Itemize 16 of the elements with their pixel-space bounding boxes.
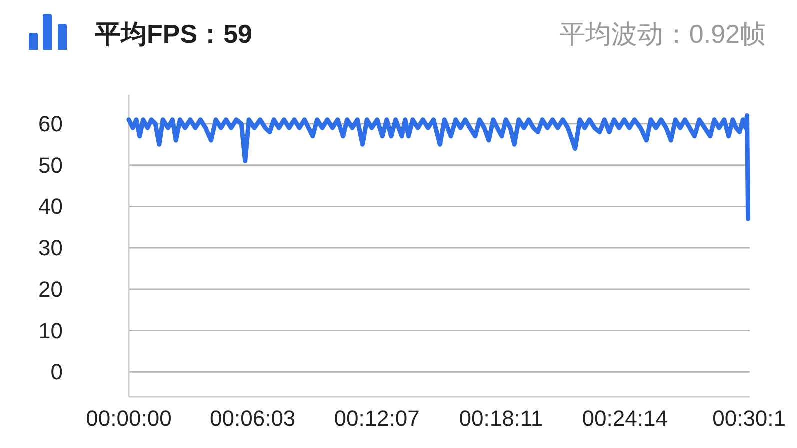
line-series — [126, 113, 751, 222]
y-tick-label: 60 — [38, 111, 63, 136]
x-tick-label: 00:30:1 — [712, 406, 786, 431]
x-tick-label: 00:18:11 — [459, 406, 544, 431]
y-tick-label: 10 — [38, 318, 63, 344]
chart-subtitle: 平均波动：0.92帧 — [559, 19, 766, 49]
x-tick-label: 00:24:14 — [582, 406, 668, 431]
x-tick-label: 00:06:03 — [210, 406, 296, 431]
y-tick-label: 20 — [38, 276, 63, 302]
y-tick-label: 30 — [38, 236, 63, 261]
y-tick-label: 40 — [38, 194, 63, 220]
chart-title: 平均FPS：59 — [94, 19, 252, 49]
y-tick-label: 0 — [50, 360, 63, 385]
y-tick-label: 50 — [38, 152, 63, 178]
x-tick-label: 00:12:07 — [334, 406, 420, 431]
x-tick-label: 00:00:00 — [86, 406, 172, 431]
